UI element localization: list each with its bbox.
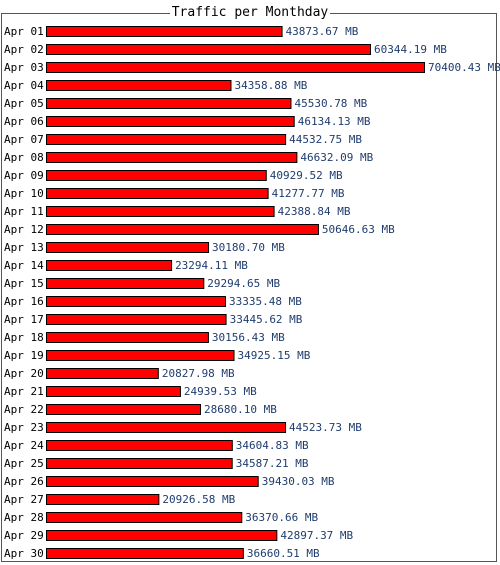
category-label: Apr 24 <box>4 439 44 452</box>
value-label: 33335.48 MB <box>229 295 302 308</box>
value-label: 36370.66 MB <box>245 511 318 524</box>
traffic-bar <box>46 422 287 433</box>
category-label: Apr 07 <box>4 133 44 146</box>
value-label: 24939.53 MB <box>184 385 257 398</box>
traffic-bar <box>46 134 287 145</box>
category-label: Apr 14 <box>4 259 44 272</box>
traffic-bar <box>46 116 295 127</box>
category-label: Apr 20 <box>4 367 44 380</box>
category-label: Apr 01 <box>4 25 44 38</box>
traffic-bar <box>46 224 319 235</box>
traffic-bar <box>46 188 269 199</box>
value-label: 43873.67 MB <box>286 25 359 38</box>
category-label: Apr 25 <box>4 457 44 470</box>
category-label: Apr 05 <box>4 97 44 110</box>
traffic-bar <box>46 242 210 253</box>
category-label: Apr 02 <box>4 43 44 56</box>
category-label: Apr 22 <box>4 403 44 416</box>
traffic-bar <box>46 206 275 217</box>
traffic-bar <box>46 494 160 505</box>
category-label: Apr 27 <box>4 493 44 506</box>
value-label: 70400.43 MB <box>428 61 500 74</box>
category-label: Apr 06 <box>4 115 44 128</box>
traffic-bar <box>46 98 292 109</box>
category-label: Apr 26 <box>4 475 44 488</box>
value-label: 60344.19 MB <box>374 43 447 56</box>
value-label: 36660.51 MB <box>247 547 320 560</box>
value-label: 20827.98 MB <box>162 367 235 380</box>
traffic-bar <box>46 152 298 163</box>
category-label: Apr 13 <box>4 241 44 254</box>
value-label: 34587.21 MB <box>236 457 309 470</box>
category-label: Apr 17 <box>4 313 44 326</box>
value-label: 29294.65 MB <box>207 277 280 290</box>
traffic-bar <box>46 368 159 379</box>
category-label: Apr 15 <box>4 277 44 290</box>
value-label: 40929.52 MB <box>270 169 343 182</box>
value-label: 30180.70 MB <box>212 241 285 254</box>
traffic-bar <box>46 386 181 397</box>
category-label: Apr 08 <box>4 151 44 164</box>
value-label: 34604.83 MB <box>236 439 309 452</box>
traffic-bar <box>46 80 232 91</box>
traffic-bar <box>46 278 205 289</box>
value-label: 44532.75 MB <box>289 133 362 146</box>
traffic-bar <box>46 260 173 271</box>
traffic-bar <box>46 476 259 487</box>
traffic-bar <box>46 530 278 541</box>
value-label: 28680.10 MB <box>204 403 277 416</box>
category-label: Apr 11 <box>4 205 44 218</box>
value-label: 39430.03 MB <box>262 475 335 488</box>
value-label: 33445.62 MB <box>230 313 303 326</box>
traffic-bar <box>46 404 201 415</box>
value-label: 23294.11 MB <box>175 259 248 272</box>
value-label: 34358.88 MB <box>234 79 307 92</box>
category-label: Apr 03 <box>4 61 44 74</box>
traffic-bar <box>46 512 243 523</box>
traffic-bar <box>46 458 233 469</box>
category-label: Apr 09 <box>4 169 44 182</box>
value-label: 46632.09 MB <box>300 151 373 164</box>
category-label: Apr 16 <box>4 295 44 308</box>
value-label: 46134.13 MB <box>298 115 371 128</box>
category-label: Apr 29 <box>4 529 44 542</box>
category-label: Apr 30 <box>4 547 44 560</box>
category-label: Apr 21 <box>4 385 44 398</box>
traffic-bar <box>46 44 372 55</box>
traffic-bar <box>46 296 226 307</box>
value-label: 34925.15 MB <box>238 349 311 362</box>
traffic-bar <box>46 62 425 73</box>
category-label: Apr 19 <box>4 349 44 362</box>
traffic-bar <box>46 440 233 451</box>
traffic-bar <box>46 350 235 361</box>
value-label: 42388.84 MB <box>278 205 351 218</box>
category-label: Apr 04 <box>4 79 44 92</box>
traffic-bar <box>46 170 267 181</box>
category-label: Apr 18 <box>4 331 44 344</box>
category-label: Apr 23 <box>4 421 44 434</box>
traffic-bar <box>46 332 209 343</box>
traffic-bar <box>46 26 283 37</box>
value-label: 50646.63 MB <box>322 223 395 236</box>
value-label: 20926.58 MB <box>162 493 235 506</box>
value-label: 45530.78 MB <box>294 97 367 110</box>
value-label: 42897.37 MB <box>280 529 353 542</box>
value-label: 44523.73 MB <box>289 421 362 434</box>
category-label: Apr 10 <box>4 187 44 200</box>
value-label: 41277.77 MB <box>272 187 345 200</box>
traffic-bar <box>46 548 244 559</box>
category-label: Apr 12 <box>4 223 44 236</box>
value-label: 30156.43 MB <box>212 331 285 344</box>
category-label: Apr 28 <box>4 511 44 524</box>
traffic-bar <box>46 314 227 325</box>
